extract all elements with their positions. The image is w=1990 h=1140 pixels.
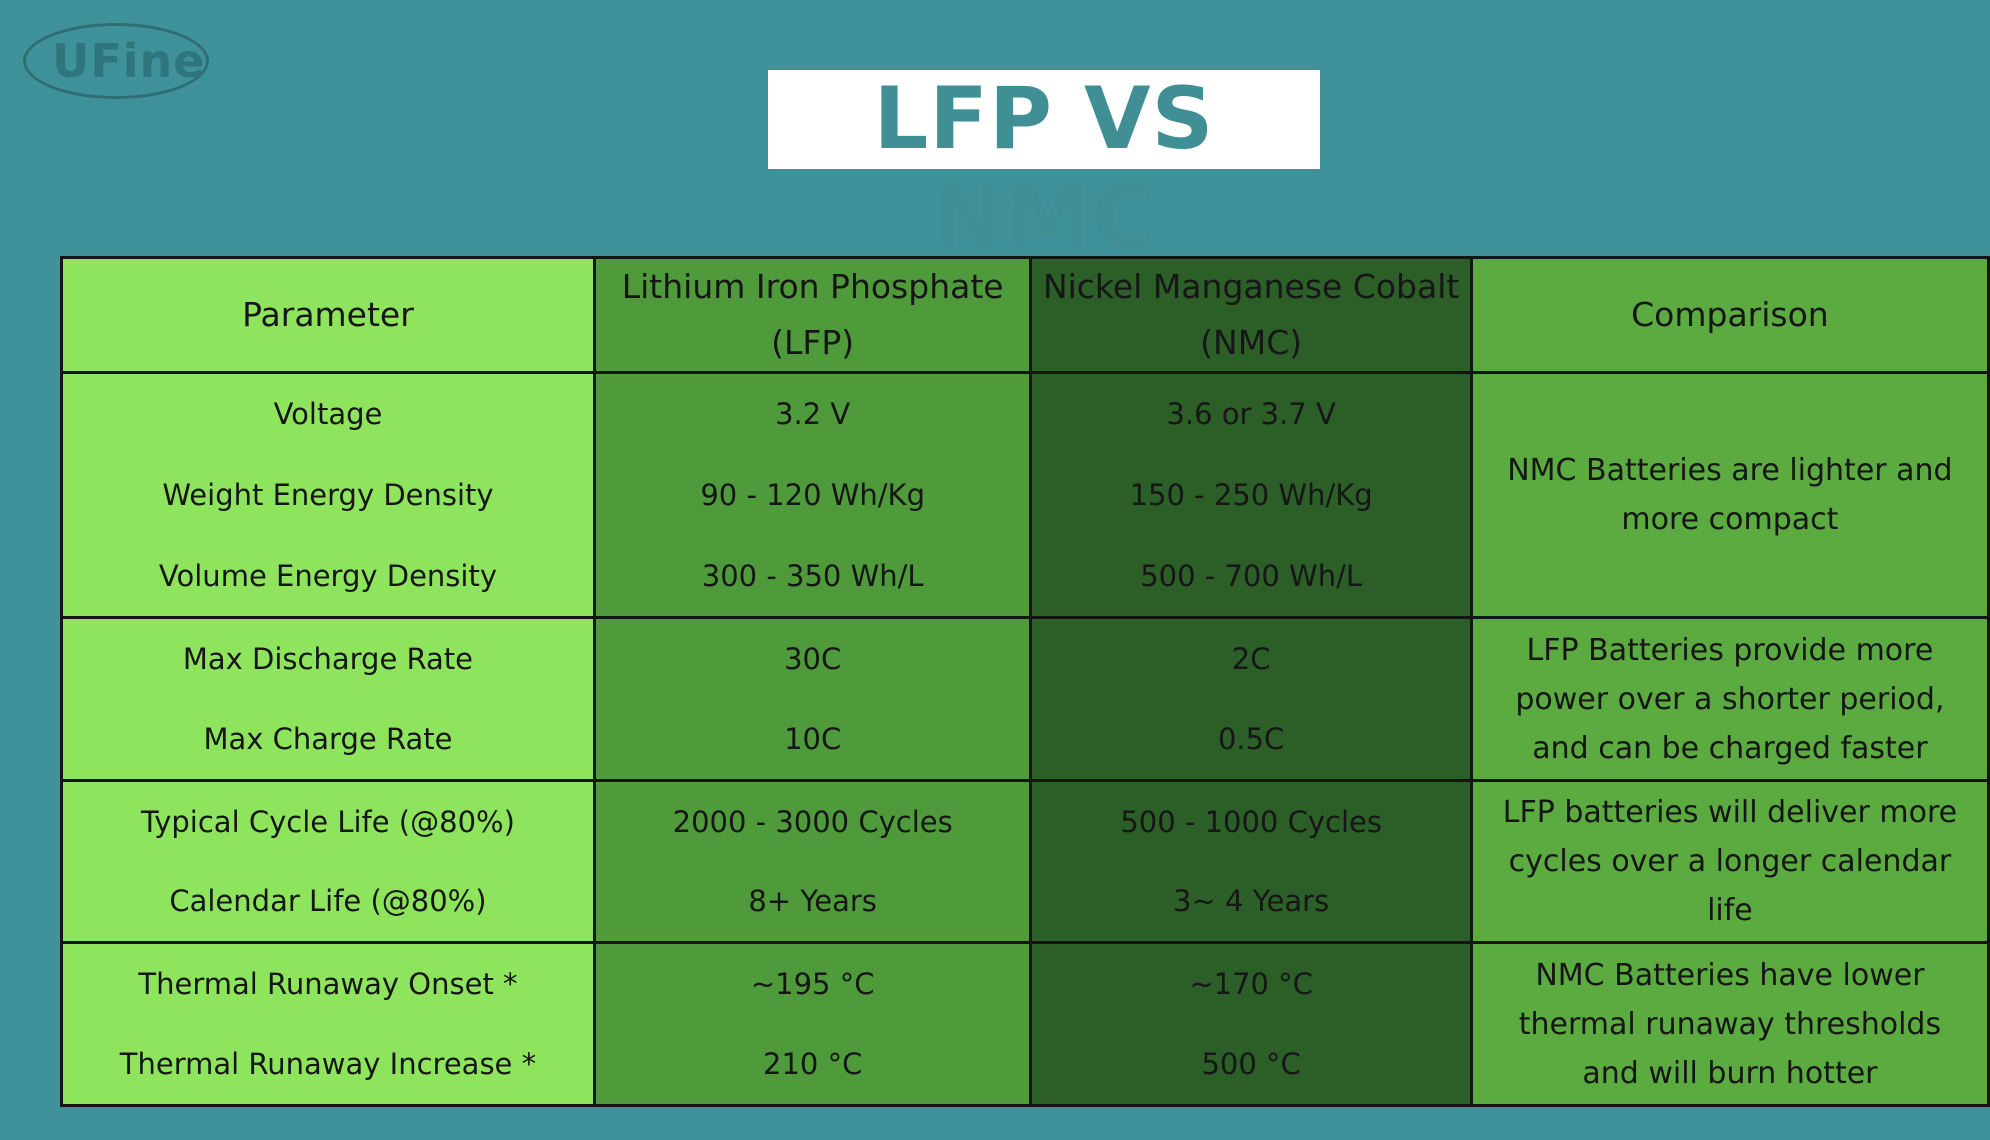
header-cell: Parameter — [60, 256, 596, 374]
cell-line: 2C — [1231, 642, 1271, 676]
cell: 3.2 V 90 - 120 Wh/Kg 300 - 350 Wh/L — [592, 371, 1033, 619]
cell: 2000 - 3000 Cycles 8+ Years — [592, 779, 1033, 944]
cell-line: Typical Cycle Life (@80%) — [141, 804, 515, 839]
cell: 500 - 1000 Cycles 3~ 4 Years — [1029, 779, 1473, 944]
cell: 30C 10C — [592, 616, 1033, 782]
cell: Thermal Runaway Onset * Thermal Runaway I… — [60, 941, 596, 1107]
logo-text: UFine — [52, 34, 206, 88]
header-cell: Lithium Iron Phosphate (LFP) — [592, 256, 1033, 374]
cell-line: 500 - 700 Wh/L — [1140, 558, 1363, 593]
comparison-table: Parameter Lithium Iron Phosphate (LFP) Nic… — [60, 256, 1990, 1107]
cell-line: ~195 °C — [750, 967, 875, 1001]
cell-line: 2000 - 3000 Cycles — [672, 804, 953, 839]
cell: Voltage Weight Energy Density Volume Energ… — [60, 371, 596, 619]
cell-line: 300 - 350 Wh/L — [701, 558, 924, 593]
header-row: Parameter Lithium Iron Phosphate (LFP) Nic… — [60, 256, 1990, 374]
cell-line: Calendar Life (@80%) — [169, 884, 487, 919]
cell-line: 500 °C — [1201, 1047, 1301, 1081]
header-cell: Nickel Manganese Cobalt (NMC) — [1029, 256, 1473, 374]
comparison-cell: LFP batteries will deliver more cycles o… — [1469, 779, 1990, 944]
header-cell: Comparison — [1469, 256, 1990, 374]
comparison-cell: NMC Batteries are lighter and more compa… — [1469, 371, 1990, 619]
cell-line: 3.6 or 3.7 V — [1166, 397, 1336, 432]
group-row: Thermal Runaway Onset * Thermal Runaway I… — [60, 941, 1990, 1107]
cell-line: Thermal Runaway Increase * — [119, 1047, 537, 1081]
cell-line: 3.2 V — [775, 397, 851, 432]
comparison-cell: NMC Batteries have lower thermal runaway… — [1469, 941, 1990, 1107]
cell-line: ~170 °C — [1189, 967, 1313, 1001]
cell-line: 30C — [784, 642, 842, 676]
cell-line: 8+ Years — [748, 884, 877, 919]
cell: 2C 0.5C — [1029, 616, 1473, 782]
cell-line: 210 °C — [763, 1047, 863, 1081]
cell-line: Thermal Runaway Onset * — [138, 967, 518, 1001]
cell-line: 500 - 1000 Cycles — [1120, 804, 1382, 839]
cell-line: Weight Energy Density — [162, 478, 494, 512]
cell-line: 0.5C — [1217, 722, 1285, 756]
cell-line: Max Discharge Rate — [182, 642, 474, 676]
cell: ~170 °C 500 °C — [1029, 941, 1473, 1107]
cell-line: 3~ 4 Years — [1173, 884, 1330, 919]
group-row: Typical Cycle Life (@80%) Calendar Life (… — [60, 779, 1990, 944]
comparison-cell: LFP Batteries provide more power over a … — [1469, 616, 1990, 782]
group-row: Max Discharge Rate Max Charge Rate 30C 10C 2… — [60, 616, 1990, 782]
cell: 3.6 or 3.7 V 150 - 250 Wh/Kg 500 - 700 Wh/… — [1029, 371, 1473, 619]
cell-line: 150 - 250 Wh/Kg — [1129, 478, 1373, 512]
cell: Typical Cycle Life (@80%) Calendar Life (… — [60, 779, 596, 944]
cell-line: 90 - 120 Wh/Kg — [700, 478, 925, 512]
cell-line: Volume Energy Density — [158, 558, 497, 593]
cell: Max Discharge Rate Max Charge Rate — [60, 616, 596, 782]
cell-line: Voltage — [273, 397, 383, 432]
cell: ~195 °C 210 °C — [592, 941, 1033, 1107]
group-row: Voltage Weight Energy Density Volume Energ… — [60, 371, 1990, 619]
cell-line: Max Charge Rate — [203, 722, 453, 756]
logo: UFine — [23, 23, 209, 99]
cell-line: 10C — [784, 722, 842, 756]
title: LFP VS NMC — [768, 70, 1320, 268]
